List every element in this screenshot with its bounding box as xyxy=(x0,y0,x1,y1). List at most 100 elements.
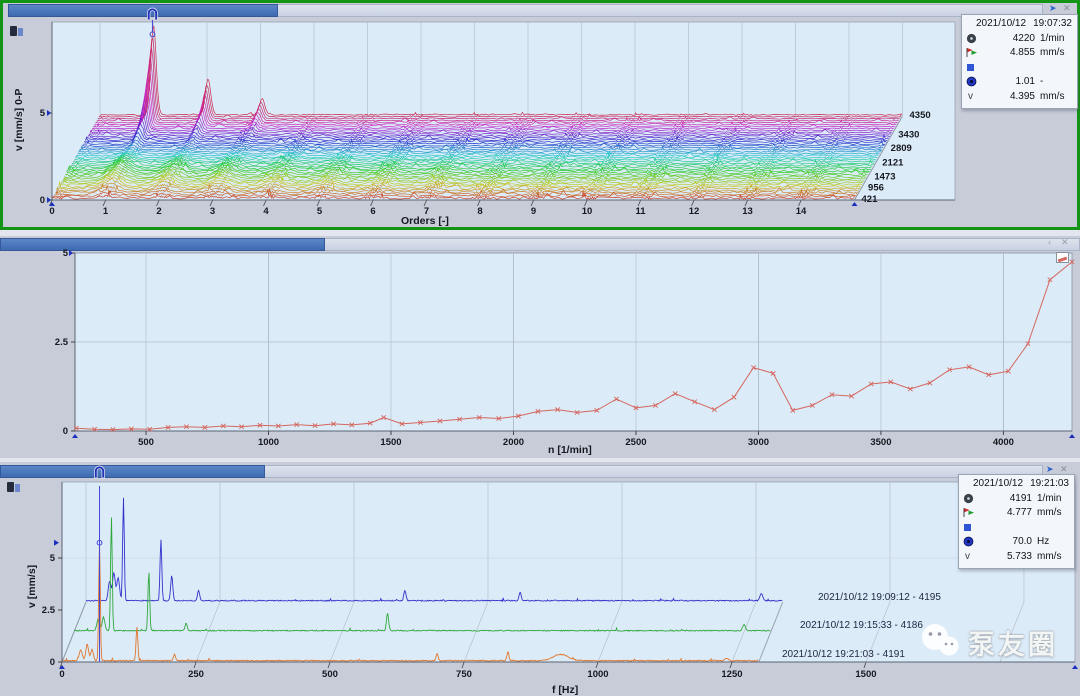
spectrum-trace[interactable] xyxy=(73,517,771,632)
svg-text:3: 3 xyxy=(210,206,215,217)
spectrum-title-bar[interactable] xyxy=(0,465,265,478)
svg-text:2000: 2000 xyxy=(503,437,524,448)
spectrum-title-bar-rest xyxy=(265,465,1043,478)
svg-text:1500: 1500 xyxy=(380,437,401,448)
svg-text:0: 0 xyxy=(63,426,68,437)
svg-text:5: 5 xyxy=(50,553,56,564)
svg-text:2.5: 2.5 xyxy=(42,605,56,616)
trace-annotation-blue: 2021/10/12 19:09:12 - 4195 xyxy=(818,592,941,603)
svg-text:0: 0 xyxy=(49,206,54,217)
spectrum-info-panel: 2021/10/12 19:21:03 4191 1/min 4.777 mm/s 7… xyxy=(958,474,1075,569)
waterfall-pane: ➤ ✕ v [mm/s] 0-P Orders [-] 0 1 2 3 4 5 6 7 8 9 10… xyxy=(0,0,1080,230)
svg-text:3430: 3430 xyxy=(898,130,919,141)
sensor-icon xyxy=(10,26,23,36)
svg-text:1: 1 xyxy=(103,206,109,217)
svg-text:3500: 3500 xyxy=(870,437,891,448)
trend-markers xyxy=(73,259,1075,433)
measurement-datetime: 2021/10/12 19:21:03 xyxy=(973,478,1069,489)
svg-text:14: 14 xyxy=(796,206,807,217)
cursor-icon xyxy=(966,76,981,87)
tacho-icon xyxy=(963,493,978,504)
svg-text:1473: 1473 xyxy=(874,172,895,183)
svg-text:5: 5 xyxy=(63,248,69,259)
svg-text:8: 8 xyxy=(477,206,482,217)
trend-pane: ‹ ✕ v [mm/s] n [1/min] 500 1000 1500 2000 25… xyxy=(0,236,1080,608)
svg-text:500: 500 xyxy=(322,669,338,680)
spectrum-pane: ➤ ✕ v [mm/s] 0-P f [Hz] 0250500750100012… xyxy=(0,462,1080,696)
waterfall-info-panel: 2021/10/12 19:07:32 4220 1/min 4.855 mm/s 1… xyxy=(961,14,1078,109)
trend-title-bar[interactable] xyxy=(0,238,325,251)
svg-text:13: 13 xyxy=(742,206,753,217)
svg-text:1500: 1500 xyxy=(855,669,876,680)
waterfall-y-axis-title: v [mm/s] 0-P xyxy=(13,88,25,151)
svg-text:3000: 3000 xyxy=(748,437,769,448)
svg-text:7: 7 xyxy=(424,206,429,217)
panel-close-icon[interactable]: ✕ xyxy=(1063,3,1071,13)
info-row-peak: 4.777 mm/s xyxy=(963,506,1069,521)
info-row-cursor: 1.01- xyxy=(966,75,1072,90)
info-row-speed: 4191 1/min xyxy=(963,491,1069,506)
waterfall-cursor[interactable] xyxy=(147,7,158,38)
cursor-icon xyxy=(963,536,978,547)
info-row-peak: 4.855 mm/s xyxy=(966,46,1072,61)
spectrum-chart-canvas[interactable]: 0 250 500 750 1000 1250 1500 0 2.5 5 xyxy=(0,462,1080,696)
trend-chart-canvas[interactable]: 500 1000 1500 2000 2500 3000 3500 4000 0 2.5 5 xyxy=(0,236,1080,458)
cursor-u-marker[interactable] xyxy=(147,7,158,21)
wechat-logo-icon xyxy=(922,624,959,656)
svg-text:10: 10 xyxy=(582,206,593,217)
waterfall-x-axis-title: Orders [-] xyxy=(401,215,449,227)
panel-close-icon[interactable]: ✕ xyxy=(1060,464,1068,474)
svg-text:12: 12 xyxy=(689,206,700,217)
waterfall-title-bar[interactable] xyxy=(8,4,278,17)
svg-text:956: 956 xyxy=(868,183,884,194)
svg-text:4: 4 xyxy=(263,206,269,217)
watermark: 泵友圈 xyxy=(918,622,1058,662)
svg-text:11: 11 xyxy=(635,206,646,217)
trend-x-axis-title: n [1/min] xyxy=(548,444,592,456)
info-row-band xyxy=(966,60,1072,75)
svg-text:421: 421 xyxy=(862,194,879,205)
svg-text:2: 2 xyxy=(156,206,161,217)
panel-expand-icon[interactable]: ➤ xyxy=(1046,464,1054,474)
svg-text:2.5: 2.5 xyxy=(55,337,69,348)
trace-annotation-green: 2021/10/12 19:15:33 - 4186 xyxy=(800,620,923,631)
info-row-cursor: 70.0 Hz xyxy=(963,535,1069,550)
svg-text:4350: 4350 xyxy=(910,110,931,121)
svg-text:2809: 2809 xyxy=(891,143,912,154)
svg-text:2500: 2500 xyxy=(625,437,646,448)
trace-annotation-orange: 2021/10/12 19:21:03 - 4191 xyxy=(782,649,905,660)
spectrum-x-axis-title: f [Hz] xyxy=(552,684,579,696)
svg-text:6: 6 xyxy=(370,206,375,217)
spectrum-cursor[interactable] xyxy=(94,465,105,662)
svg-text:9: 9 xyxy=(531,206,536,217)
panel-close-icon[interactable]: ✕ xyxy=(1061,237,1069,247)
svg-text:750: 750 xyxy=(456,669,472,680)
corner-page-icon[interactable] xyxy=(1056,252,1069,263)
v-label: v xyxy=(965,550,970,562)
panel-expand-icon[interactable]: ➤ xyxy=(1049,3,1057,13)
svg-text:5: 5 xyxy=(40,108,46,119)
watermark-text: 泵友圈 xyxy=(968,629,1058,660)
waterfall-title-bar-rest xyxy=(278,4,1043,17)
svg-text:1250: 1250 xyxy=(721,669,742,680)
cursor-u-marker[interactable] xyxy=(94,465,105,479)
panel-collapse-icon[interactable]: ‹ xyxy=(1048,237,1051,247)
info-row-band xyxy=(963,520,1069,535)
svg-text:5: 5 xyxy=(317,206,323,217)
svg-text:2121: 2121 xyxy=(882,158,904,169)
spectrum-trace[interactable] xyxy=(61,541,759,663)
svg-text:500: 500 xyxy=(138,437,154,448)
measurement-datetime: 2021/10/12 19:07:32 xyxy=(976,18,1072,29)
tacho-icon xyxy=(966,33,981,44)
band-icon xyxy=(963,523,978,532)
info-row-speed: 4220 1/min xyxy=(966,31,1072,46)
spectrum-trace[interactable] xyxy=(86,497,783,603)
sensor-icon xyxy=(7,482,20,492)
svg-text:1000: 1000 xyxy=(258,437,279,448)
info-row-overall: v 4.395 mm/s xyxy=(968,90,1065,102)
svg-text:4000: 4000 xyxy=(993,437,1014,448)
svg-text:250: 250 xyxy=(188,669,204,680)
svg-text:0: 0 xyxy=(40,195,45,206)
